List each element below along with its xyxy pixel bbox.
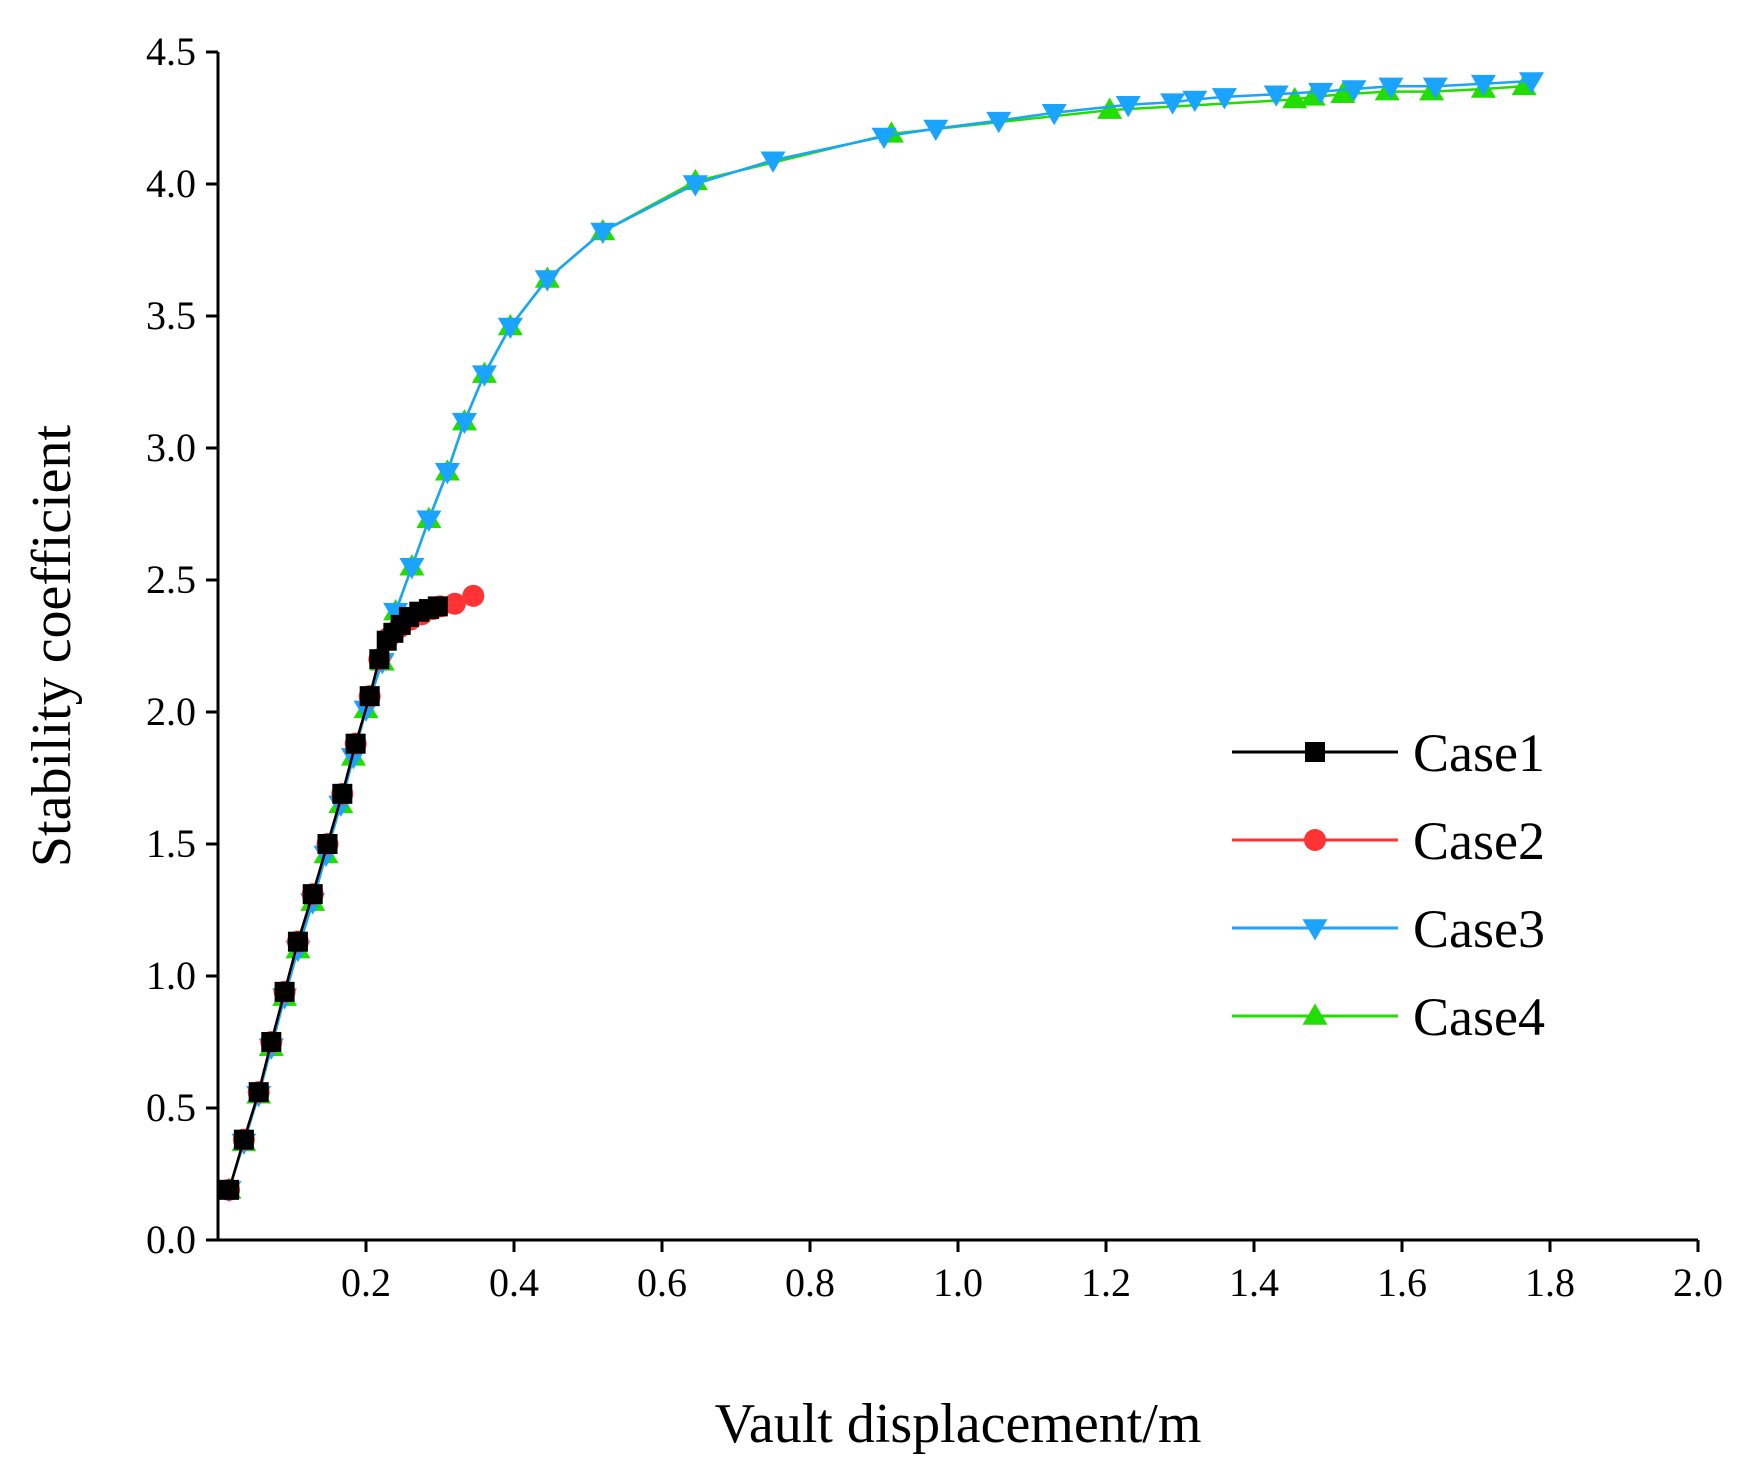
data-point-case3 <box>497 317 523 340</box>
data-point-case3 <box>1422 77 1448 99</box>
legend-marker <box>1305 742 1325 762</box>
legend: Case1 Case2 Case3 Case4 <box>1232 723 1545 1047</box>
x-tick-label: 2.0 <box>1673 1260 1723 1305</box>
data-point-case1 <box>219 1179 240 1200</box>
legend-label: Case1 <box>1413 723 1545 783</box>
data-point-case1 <box>317 834 338 854</box>
data-point-case3 <box>434 463 460 485</box>
x-tick-label: 0.6 <box>637 1260 687 1305</box>
y-axis-title: Stability coefficient <box>21 424 83 867</box>
series-case4 <box>216 73 1537 1199</box>
legend-item-case4: Case4 <box>1232 987 1545 1047</box>
x-tick-label: 0.4 <box>489 1260 539 1305</box>
legend-marker <box>1302 1003 1328 1025</box>
data-point-case3 <box>1160 93 1186 115</box>
y-tick-label: 3.0 <box>146 425 196 470</box>
axes <box>216 52 1698 1242</box>
data-point-case3 <box>590 222 616 245</box>
data-point-case3 <box>1041 103 1067 126</box>
legend-item-case1: Case1 <box>1232 723 1545 783</box>
data-point-case3 <box>1211 88 1237 110</box>
legend-marker <box>1304 829 1326 851</box>
data-point-case2 <box>462 584 485 607</box>
data-point-case3 <box>1263 85 1289 107</box>
data-point-case3 <box>1182 90 1208 113</box>
y-tick-label: 3.5 <box>146 293 196 338</box>
data-point-case1 <box>427 596 448 617</box>
data-point-case3 <box>1470 74 1496 97</box>
legend-label: Case4 <box>1413 987 1545 1047</box>
x-tick-label: 1.8 <box>1525 1260 1575 1305</box>
x-ticks: 0.2 0.4 0.6 0.8 1.0 1.2 1.4 1.6 1.8 2.0 <box>341 1240 1723 1305</box>
x-tick-label: 1.0 <box>933 1260 983 1305</box>
y-tick-label: 4.0 <box>146 161 196 206</box>
y-tick-label: 1.0 <box>146 953 196 998</box>
legend-item-case3: Case3 <box>1232 899 1545 959</box>
data-point-case3 <box>1378 77 1404 99</box>
legend-marker <box>1302 919 1328 941</box>
y-tick-label: 1.5 <box>146 821 196 866</box>
data-point-case4 <box>1330 81 1356 103</box>
data-point-case3 <box>986 111 1012 134</box>
y-tick-label: 2.5 <box>146 557 196 602</box>
data-point-case1 <box>359 686 380 707</box>
x-tick-label: 1.6 <box>1377 1260 1427 1305</box>
data-point-case1 <box>261 1032 282 1052</box>
data-point-case1 <box>274 981 295 1002</box>
series-case3 <box>216 72 1544 1203</box>
data-point-case3 <box>760 151 786 173</box>
data-point-case3 <box>871 127 897 149</box>
data-point-case1 <box>248 1082 269 1103</box>
data-point-case4 <box>1282 87 1308 109</box>
data-point-case1 <box>287 931 308 952</box>
data-point-case3 <box>1308 82 1334 105</box>
data-point-case1 <box>233 1129 254 1150</box>
y-ticks: 0.0 0.5 1.0 1.5 2.0 2.5 3.0 3.5 4.0 4.5 <box>146 29 218 1262</box>
x-tick-label: 0.2 <box>341 1260 391 1305</box>
data-point-case3 <box>1519 72 1544 94</box>
data-point-case3 <box>923 119 949 142</box>
data-point-case3 <box>1115 96 1141 118</box>
data-point-case3 <box>534 270 560 292</box>
data-point-case1 <box>345 733 366 754</box>
y-tick-label: 0.5 <box>146 1085 196 1130</box>
data-point-case1 <box>369 649 390 670</box>
series-case2 <box>218 584 485 1201</box>
data-point-case1 <box>332 783 353 804</box>
data-point-case3 <box>399 558 425 580</box>
x-axis-title: Vault displacement/m <box>715 1393 1202 1455</box>
series-case1 <box>219 596 448 1200</box>
x-tick-label: 0.8 <box>785 1260 835 1305</box>
y-tick-label: 2.0 <box>146 689 196 734</box>
legend-label: Case2 <box>1413 811 1545 871</box>
data-point-case3 <box>682 175 708 197</box>
y-tick-label: 0.0 <box>146 1217 196 1262</box>
y-tick-label: 4.5 <box>146 29 196 74</box>
legend-label: Case3 <box>1413 899 1545 959</box>
x-tick-label: 1.2 <box>1081 1260 1131 1305</box>
series-line-case4 <box>227 85 1525 1191</box>
data-point-case3 <box>1341 80 1367 102</box>
data-point-case4 <box>1097 97 1123 119</box>
data-point-case3 <box>451 412 477 435</box>
legend-item-case2: Case2 <box>1232 811 1545 871</box>
x-tick-label: 1.4 <box>1229 1260 1279 1305</box>
data-point-case3 <box>471 365 497 387</box>
plot-area <box>216 72 1544 1203</box>
data-point-case2 <box>443 592 466 615</box>
series-line-case3 <box>227 79 1532 1191</box>
data-point-case3 <box>416 510 442 532</box>
data-point-case1 <box>302 884 323 905</box>
